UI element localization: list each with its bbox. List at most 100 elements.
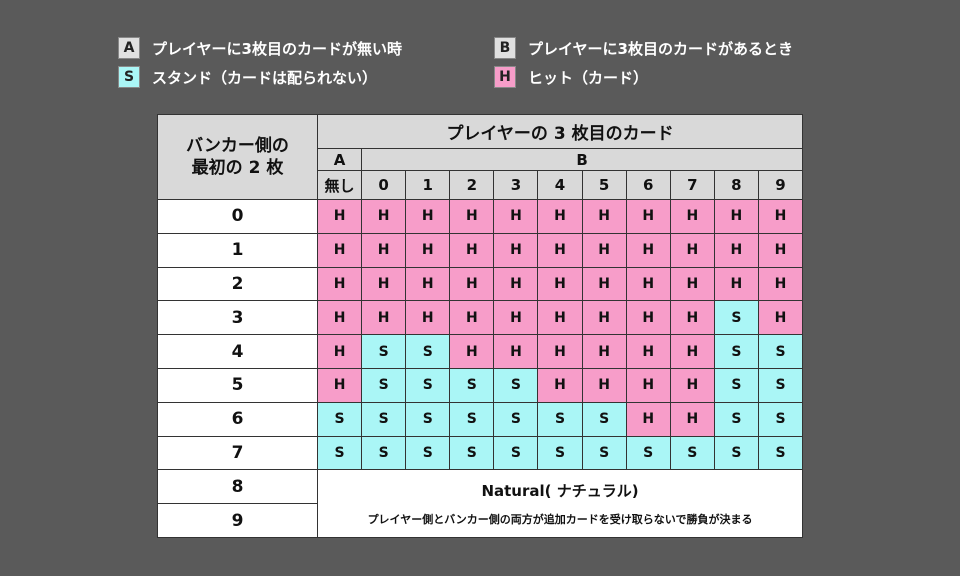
- hit-cell: H: [317, 199, 363, 234]
- hit-cell: H: [449, 334, 495, 369]
- hit-cell: H: [537, 266, 583, 302]
- hit-cell: H: [669, 199, 715, 234]
- hit-cell: H: [361, 232, 407, 268]
- hit-cell: H: [537, 334, 583, 369]
- hit-cell: H: [537, 232, 583, 268]
- hit-cell: H: [669, 401, 715, 437]
- hit-cell: H: [669, 232, 715, 268]
- hit-cell: H: [361, 300, 407, 336]
- banker-total: 2: [157, 266, 318, 302]
- hit-cell: H: [625, 232, 671, 268]
- column-header: 2: [449, 170, 495, 200]
- legend-text-a: プレイヤーに3枚目のカードが無い時: [152, 39, 402, 58]
- hit-cell: H: [449, 300, 495, 336]
- hit-cell: H: [537, 199, 583, 234]
- banker-total: 0: [157, 199, 318, 234]
- hit-cell: H: [449, 266, 495, 302]
- stand-cell: S: [537, 401, 583, 437]
- hit-cell: H: [669, 367, 715, 403]
- hit-cell: H: [625, 199, 671, 234]
- hit-cell: H: [537, 367, 583, 403]
- hit-cell: H: [317, 334, 363, 369]
- stand-cell: S: [713, 401, 759, 437]
- legend-text-b: プレイヤーに3枚目のカードがあるとき: [528, 39, 793, 58]
- baccarat-drawing-table: バンカー側の 最初の 2 枚 プレイヤーの 3 枚目のカード A B 無し 0 1 2…: [157, 114, 804, 538]
- stand-cell: S: [449, 401, 495, 437]
- group-b-header: B: [361, 148, 804, 171]
- column-header: 8: [713, 170, 759, 200]
- natural-cell: Natural( ナチュラル) プレイヤー側とバンカー側の両方が追加カードを受け取…: [317, 469, 804, 538]
- player-header: プレイヤーの 3 枚目のカード: [317, 114, 804, 149]
- hit-cell: H: [449, 199, 495, 234]
- hit-cell: H: [625, 401, 671, 437]
- hit-cell: H: [581, 367, 627, 403]
- banker-total: 4: [157, 334, 318, 369]
- column-header: 1: [405, 170, 451, 200]
- stand-cell: S: [757, 401, 804, 437]
- legend-item-stand: S スタンド（カードは配られない）: [118, 65, 377, 89]
- stand-cell: S: [361, 435, 407, 471]
- banker-total: 1: [157, 232, 318, 268]
- natural-note: プレイヤー側とバンカー側の両方が追加カードを受け取らないで勝負が決まる: [367, 513, 753, 527]
- hit-cell: H: [449, 232, 495, 268]
- stand-cell: S: [361, 367, 407, 403]
- hit-cell: H: [317, 232, 363, 268]
- stand-cell: S: [713, 334, 759, 369]
- hit-cell: H: [581, 300, 627, 336]
- hit-cell: H: [493, 232, 539, 268]
- stand-cell: S: [757, 334, 804, 369]
- stand-cell: S: [405, 401, 451, 437]
- banker-header-line2: 最初の 2 枚: [191, 158, 284, 178]
- stand-cell: S: [757, 367, 804, 403]
- banker-total: 3: [157, 300, 318, 336]
- legend-item-hit: H ヒット（カード）: [494, 65, 648, 89]
- hit-cell: H: [361, 199, 407, 234]
- column-header: 4: [537, 170, 583, 200]
- stand-cell: S: [449, 367, 495, 403]
- stand-cell: S: [449, 435, 495, 471]
- stand-cell: S: [493, 435, 539, 471]
- legend-item-a: A プレイヤーに3枚目のカードが無い時: [118, 36, 402, 60]
- stand-cell: S: [493, 401, 539, 437]
- stand-cell: S: [581, 401, 627, 437]
- stand-cell: S: [713, 300, 759, 336]
- column-header: 0: [361, 170, 407, 200]
- hit-cell: H: [625, 266, 671, 302]
- stand-cell: S: [493, 367, 539, 403]
- hit-cell: H: [625, 300, 671, 336]
- column-header: 5: [581, 170, 627, 200]
- hit-cell: H: [581, 266, 627, 302]
- banker-header: バンカー側の 最初の 2 枚: [157, 114, 318, 200]
- hit-cell: H: [669, 266, 715, 302]
- hit-cell: H: [625, 367, 671, 403]
- stand-cell: S: [405, 435, 451, 471]
- hit-cell: H: [581, 199, 627, 234]
- legend-text-hit: ヒット（カード）: [528, 68, 649, 87]
- legend-text-stand: スタンド（カードは配られない）: [152, 68, 378, 87]
- stand-cell: S: [713, 367, 759, 403]
- hit-cell: H: [669, 334, 715, 369]
- legend-badge-a: A: [118, 37, 140, 59]
- hit-cell: H: [405, 199, 451, 234]
- stand-cell: S: [405, 334, 451, 369]
- hit-cell: H: [361, 266, 407, 302]
- column-header: 7: [669, 170, 715, 200]
- hit-cell: H: [625, 334, 671, 369]
- stand-cell: S: [669, 435, 715, 471]
- hit-cell: H: [757, 232, 804, 268]
- stand-cell: S: [713, 435, 759, 471]
- stand-cell: S: [317, 401, 363, 437]
- banker-total: 8: [157, 469, 318, 505]
- natural-title: Natural( ナチュラル): [481, 482, 639, 501]
- hit-cell: H: [493, 199, 539, 234]
- stand-cell: S: [625, 435, 671, 471]
- column-header: 無し: [317, 170, 363, 200]
- stand-cell: S: [361, 401, 407, 437]
- hit-cell: H: [757, 199, 804, 234]
- legend-badge-stand: S: [118, 66, 140, 88]
- hit-cell: H: [493, 266, 539, 302]
- legend-badge-b: B: [494, 37, 516, 59]
- hit-cell: H: [537, 300, 583, 336]
- hit-cell: H: [405, 232, 451, 268]
- stand-cell: S: [537, 435, 583, 471]
